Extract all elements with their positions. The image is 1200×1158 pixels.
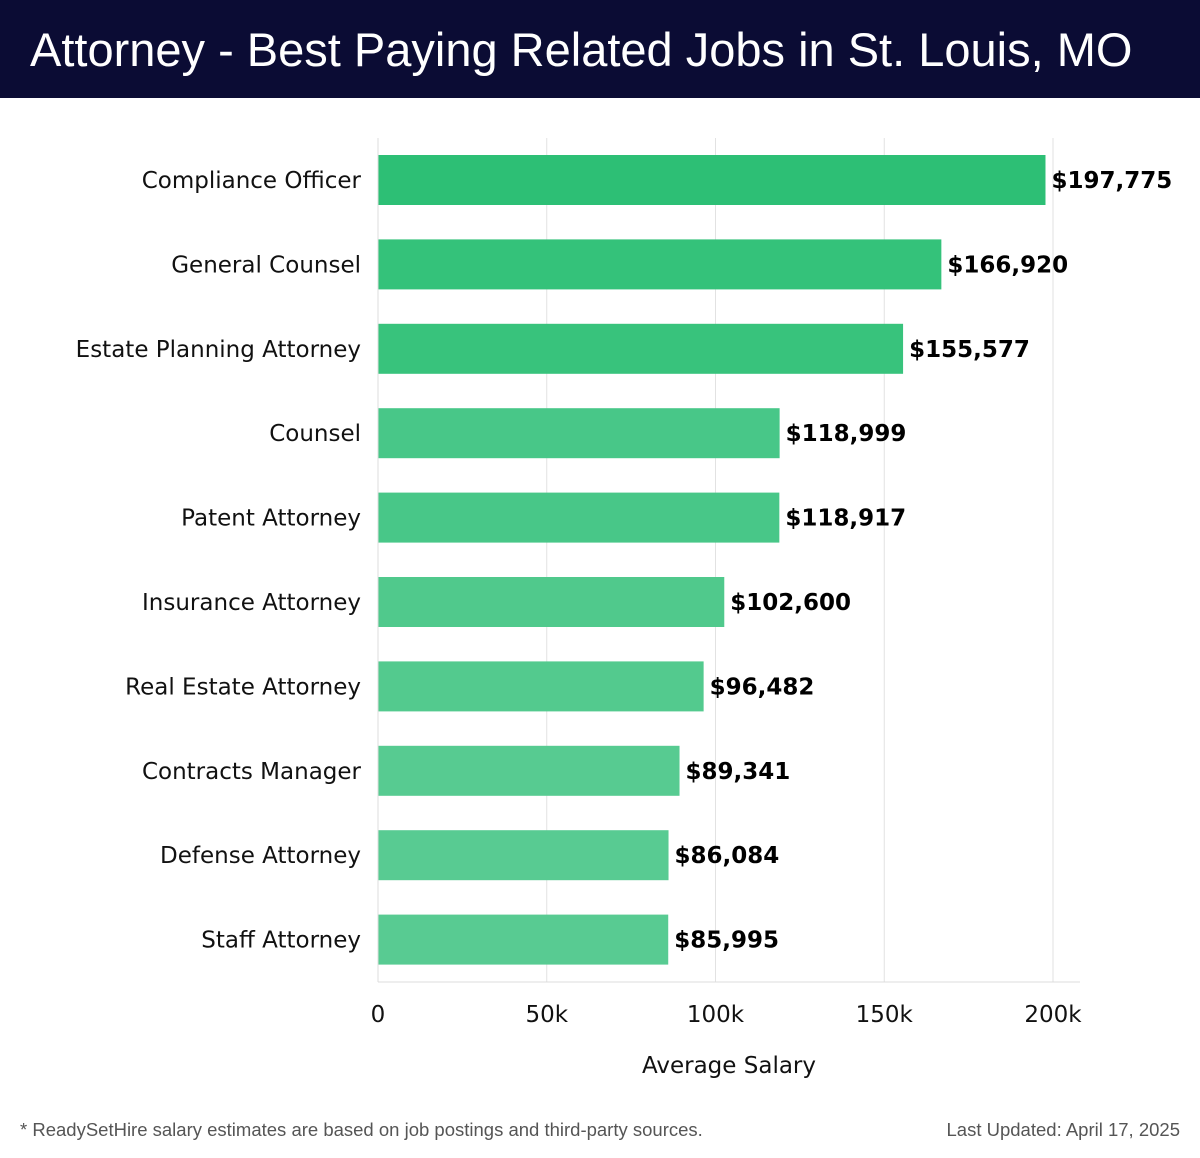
bar-7 — [378, 661, 704, 712]
chart-header: Attorney - Best Paying Related Jobs in S… — [0, 0, 1200, 98]
value-label-3: $155,577 — [909, 337, 1030, 363]
chart-title: Attorney - Best Paying Related Jobs in S… — [30, 23, 1133, 76]
x-tick-label-0: 0 — [371, 1002, 386, 1028]
bars — [378, 155, 1046, 965]
last-updated: Last Updated: April 17, 2025 — [946, 1119, 1180, 1140]
category-label-6: Insurance Attorney — [142, 590, 361, 616]
category-label-5: Patent Attorney — [181, 506, 361, 532]
bar-3 — [378, 323, 904, 374]
x-tick-label-2: 100k — [687, 1002, 745, 1028]
bar-5 — [378, 492, 780, 543]
category-label-1: Compliance Officer — [142, 168, 362, 194]
value-label-8: $89,341 — [686, 759, 791, 785]
bar-8 — [378, 745, 680, 796]
value-label-2: $166,920 — [947, 252, 1068, 278]
x-tick-label-3: 150k — [856, 1002, 914, 1028]
x-axis-title: Average Salary — [642, 1053, 816, 1079]
bar-2 — [378, 239, 942, 290]
category-label-4: Counsel — [269, 421, 361, 447]
value-label-5: $118,917 — [785, 506, 906, 532]
salary-bar-chart: Compliance Officer $197,775 General Counse… — [76, 138, 1173, 1079]
bar-9 — [378, 830, 669, 881]
value-label-6: $102,600 — [730, 590, 851, 616]
category-label-10: Staff Attorney — [201, 928, 361, 954]
value-label-10: $85,995 — [674, 928, 779, 954]
value-label-7: $96,482 — [710, 674, 815, 700]
value-label-9: $86,084 — [675, 843, 780, 869]
category-label-3: Estate Planning Attorney — [76, 337, 361, 363]
x-axis: 0 50k 100k 150k 200k Average Salary — [371, 138, 1082, 1079]
x-tick-label-4: 200k — [1024, 1002, 1082, 1028]
labels: Compliance Officer $197,775 General Counse… — [76, 168, 1173, 954]
category-label-8: Contracts Manager — [142, 759, 362, 785]
bar-6 — [378, 577, 725, 627]
value-label-4: $118,999 — [786, 421, 907, 447]
x-tick-label-1: 50k — [525, 1002, 568, 1028]
bar-4 — [378, 408, 780, 459]
category-label-9: Defense Attorney — [160, 843, 361, 869]
value-label-1: $197,775 — [1051, 168, 1172, 194]
category-label-2: General Counsel — [171, 252, 361, 278]
bar-1 — [378, 155, 1046, 205]
footer-note: * ReadySetHire salary estimates are base… — [20, 1119, 703, 1140]
category-label-7: Real Estate Attorney — [125, 674, 361, 700]
bar-10 — [378, 914, 669, 965]
